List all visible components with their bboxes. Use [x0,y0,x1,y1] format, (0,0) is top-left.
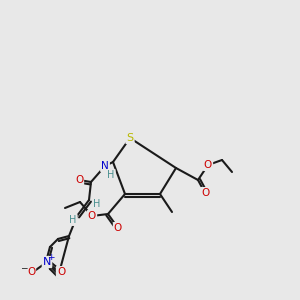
Text: N: N [43,257,51,267]
Text: O: O [201,188,209,198]
Text: +: + [47,253,55,262]
Text: O: O [57,267,65,277]
Text: S: S [126,133,134,143]
Text: O: O [27,267,35,277]
Text: O: O [75,175,83,185]
Text: H: H [69,215,77,225]
Text: O: O [114,223,122,233]
Text: O: O [204,160,212,170]
Text: N: N [101,161,109,171]
Text: H: H [93,199,101,209]
Text: O: O [88,211,96,221]
Text: −: − [20,263,28,272]
Text: H: H [107,170,115,180]
